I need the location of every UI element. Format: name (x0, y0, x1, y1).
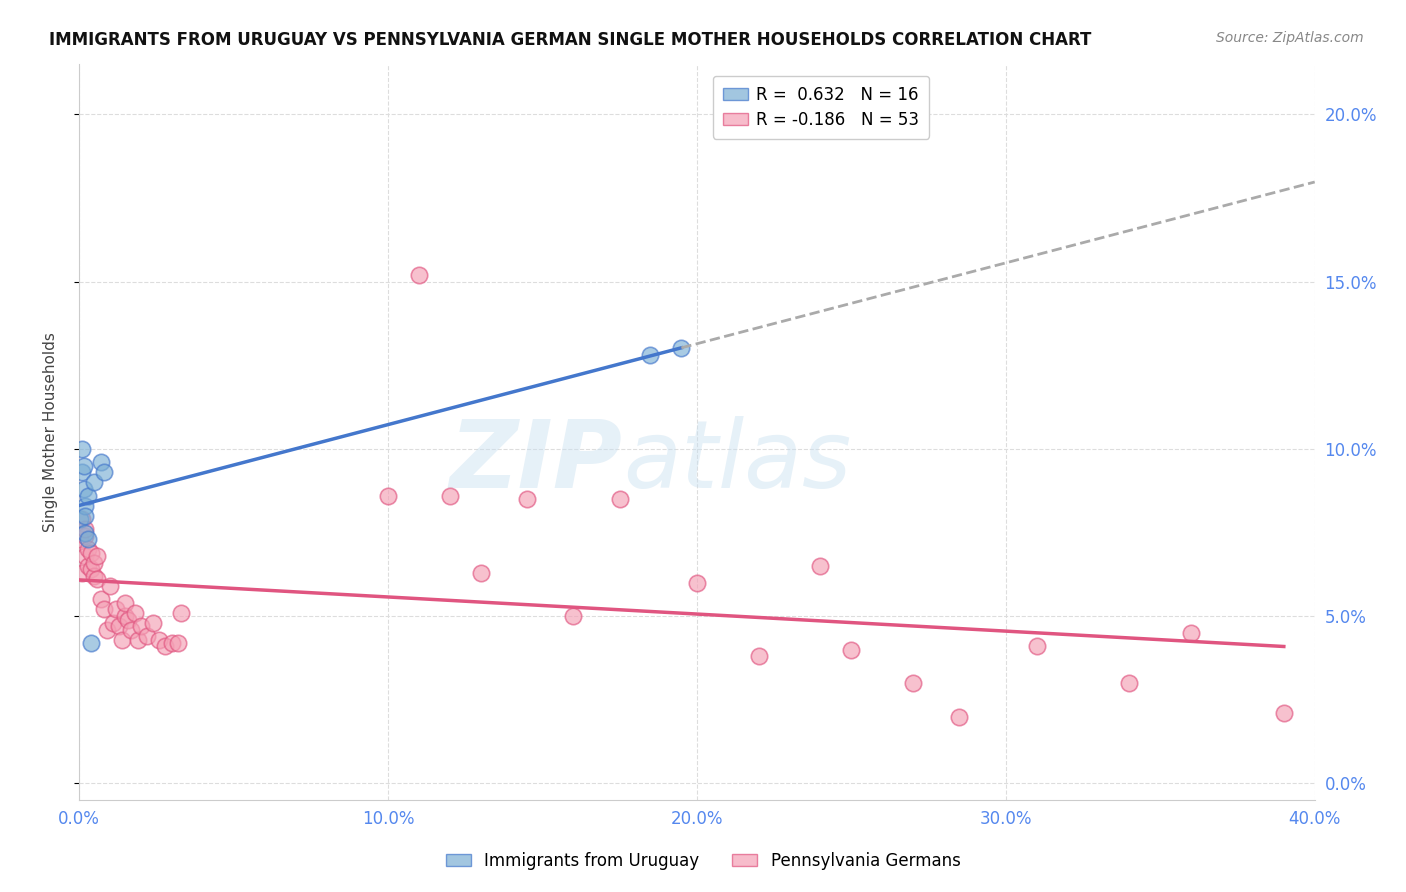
Point (148, 632, 170, 647)
Point (1180, 626, 1202, 640)
Point (98, 579, 121, 593)
Point (155, 640, 177, 654)
Point (83, 556, 105, 570)
Point (90, 455, 112, 469)
Point (70, 566, 93, 580)
Point (72, 482, 94, 496)
Point (117, 613, 139, 627)
Point (124, 606, 146, 620)
Point (948, 709, 970, 723)
Point (839, 642, 862, 657)
Point (901, 676, 924, 690)
Point (80, 636, 103, 650)
Point (77, 489, 100, 503)
Point (83, 569, 105, 583)
Point (127, 632, 149, 647)
Point (408, 268, 430, 282)
Point (75, 525, 97, 540)
Point (686, 575, 709, 590)
Point (77, 559, 100, 574)
Point (166, 636, 188, 650)
Point (1025, 640, 1047, 654)
Point (516, 491, 538, 506)
Point (70, 512, 93, 526)
Point (86, 549, 108, 563)
Point (135, 629, 157, 643)
Point (69, 512, 91, 526)
Point (129, 619, 152, 633)
Point (70, 465, 93, 479)
Point (90, 592, 112, 607)
Point (80, 562, 103, 576)
Point (72, 458, 94, 473)
Point (75, 529, 97, 543)
Text: ZIP: ZIP (450, 416, 623, 508)
Point (70, 442, 93, 456)
Point (77, 542, 100, 557)
Point (77, 533, 100, 547)
Point (671, 342, 693, 356)
Text: atlas: atlas (623, 416, 851, 507)
Point (75, 499, 97, 513)
Point (609, 491, 631, 506)
Point (93, 465, 115, 479)
Point (75, 522, 97, 536)
Point (439, 489, 461, 503)
Point (83, 475, 105, 490)
Point (1272, 706, 1295, 721)
Point (101, 615, 124, 630)
Point (748, 649, 770, 664)
Point (640, 348, 662, 362)
Point (810, 559, 832, 574)
Point (80, 546, 103, 560)
Point (114, 596, 136, 610)
Point (108, 619, 131, 633)
Point (75, 549, 97, 563)
Point (114, 609, 136, 624)
Point (111, 632, 134, 647)
Point (377, 489, 399, 503)
Point (86, 573, 108, 587)
Point (142, 615, 165, 630)
Point (93, 602, 115, 616)
Legend: R =  0.632   N = 16, R = -0.186   N = 53: R = 0.632 N = 16, R = -0.186 N = 53 (713, 76, 929, 139)
Point (160, 636, 183, 650)
Point (75, 508, 97, 523)
Point (470, 566, 492, 580)
Point (562, 609, 585, 624)
Text: IMMIGRANTS FROM URUGUAY VS PENNSYLVANIA GERMAN SINGLE MOTHER HOUSEHOLDS CORRELAT: IMMIGRANTS FROM URUGUAY VS PENNSYLVANIA … (49, 31, 1091, 49)
Point (121, 623, 143, 637)
Y-axis label: Single Mother Households: Single Mother Households (44, 332, 58, 532)
Point (69, 533, 91, 547)
Legend: Immigrants from Uruguay, Pennsylvania Germans: Immigrants from Uruguay, Pennsylvania Ge… (439, 846, 967, 877)
Point (1118, 676, 1140, 690)
Point (105, 602, 128, 616)
Point (170, 606, 193, 620)
Point (96, 623, 118, 637)
Text: Source: ZipAtlas.com: Source: ZipAtlas.com (1216, 31, 1364, 45)
